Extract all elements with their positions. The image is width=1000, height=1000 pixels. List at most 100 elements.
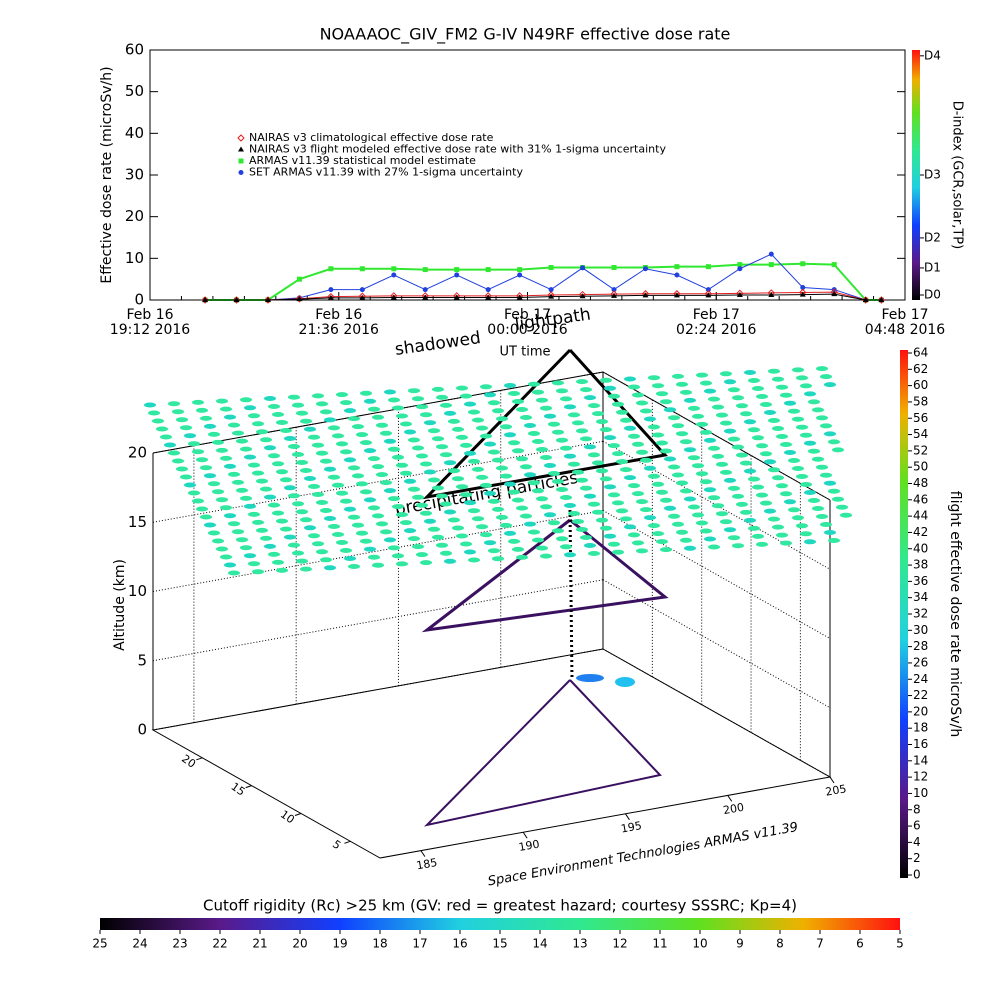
z-tick-label: 15 — [128, 513, 147, 531]
dose-cell — [744, 370, 756, 375]
dose-cell — [336, 441, 348, 447]
dose-cell — [604, 385, 616, 391]
dose-cell — [396, 561, 408, 567]
data-point — [737, 266, 743, 272]
dose-cell — [644, 465, 656, 471]
dose-cell — [588, 551, 600, 556]
dose-cell — [272, 510, 284, 516]
data-point — [768, 262, 774, 268]
rigidity-tick-label: 25 — [92, 937, 107, 951]
colorbar-tick-label: 18 — [913, 721, 928, 735]
dose-cell — [168, 401, 180, 407]
colorbar-tick-label: 64 — [913, 346, 928, 360]
dose-cell — [256, 429, 268, 435]
dose-cell — [820, 472, 832, 478]
dose-cell — [528, 529, 540, 535]
dose-cell — [464, 500, 476, 506]
dose-cell — [456, 533, 468, 539]
rigidity-tick-label: 8 — [776, 937, 784, 951]
dose-cell — [688, 504, 700, 510]
colorbar-tick-label: 58 — [913, 394, 928, 408]
dose-cell — [256, 478, 268, 484]
dose-cell — [796, 474, 808, 479]
dose-cell — [608, 541, 620, 547]
dose-cell — [796, 424, 808, 430]
dose-cell — [720, 469, 732, 475]
dose-cell — [212, 439, 224, 445]
dose-cell — [324, 417, 336, 423]
data-point — [705, 292, 712, 298]
dose-cell — [504, 481, 516, 487]
dose-cell — [252, 470, 264, 476]
dose-cell — [372, 562, 384, 568]
dose-cell — [580, 436, 592, 442]
dose-cell — [340, 548, 352, 553]
dose-cell — [748, 476, 760, 482]
data-point — [202, 297, 209, 302]
dose-cell — [644, 416, 656, 422]
dose-cell — [524, 521, 536, 527]
colorbar-tick-label: 22 — [913, 688, 928, 702]
dose-cell — [672, 472, 684, 478]
rigidity-tick-label: 6 — [856, 937, 864, 951]
dose-cell — [336, 392, 348, 398]
dose-cell — [404, 478, 416, 484]
dose-cell — [332, 433, 344, 439]
dose-cell — [440, 550, 452, 556]
dose-cell — [800, 482, 812, 487]
dose-cell — [308, 533, 320, 539]
dose-cell — [556, 388, 568, 394]
dose-cell — [560, 495, 572, 500]
legend-label: ARMAS v11.39 statistical model estimate — [249, 154, 476, 167]
dose-cell — [196, 457, 208, 463]
rigidity-tick-label: 13 — [572, 937, 587, 951]
dose-cell — [708, 544, 720, 550]
dose-cell — [148, 410, 160, 416]
dose-cell — [312, 442, 324, 448]
dose-cell — [480, 482, 492, 488]
d-colorbar — [912, 50, 920, 300]
dose-cell — [764, 508, 776, 514]
data-point — [580, 265, 586, 271]
dose-cell — [756, 541, 768, 547]
legend-label: NAIRAS v3 climatological effective dose … — [249, 131, 494, 144]
dose-cell — [448, 468, 460, 474]
dose-cell — [736, 501, 748, 507]
dose-cell — [772, 475, 784, 481]
dose-cell — [352, 522, 364, 528]
dose-cell — [240, 545, 252, 551]
dose-cell — [800, 531, 812, 537]
dose-cell — [292, 402, 304, 408]
data-point — [422, 267, 428, 273]
legend-marker — [238, 146, 244, 152]
dose-cell — [684, 496, 696, 502]
dose-cell — [252, 569, 264, 575]
colorbar-tick-label: 2 — [913, 851, 921, 865]
colorbar-tick-label: 50 — [913, 460, 928, 474]
dose-cell — [728, 535, 740, 541]
dose-cell — [616, 409, 628, 415]
dose-cell — [248, 561, 260, 567]
dose-cell — [404, 528, 416, 534]
dose-cell — [780, 540, 792, 546]
y2-tick-label: D2 — [924, 230, 941, 244]
dose-cell — [416, 404, 428, 410]
colorbar-tick-label: 36 — [913, 574, 928, 588]
dose-cell — [500, 473, 512, 479]
dose-cell — [264, 445, 276, 451]
y-tick-label: 50 — [125, 82, 144, 100]
dose-cell — [328, 474, 340, 480]
dose-cell — [540, 504, 552, 510]
dose-cell — [240, 446, 252, 452]
blob — [576, 674, 604, 682]
data-point — [422, 287, 428, 293]
dose-cell — [580, 485, 592, 491]
dose-cell — [232, 430, 244, 436]
dose-cell — [724, 477, 736, 483]
dose-cell — [572, 469, 584, 475]
x-tick-label: 205 — [824, 782, 847, 798]
data-point — [737, 262, 743, 268]
dose-cell — [276, 567, 288, 573]
dose-cell — [620, 467, 632, 473]
z-tick-label: 10 — [128, 582, 147, 600]
